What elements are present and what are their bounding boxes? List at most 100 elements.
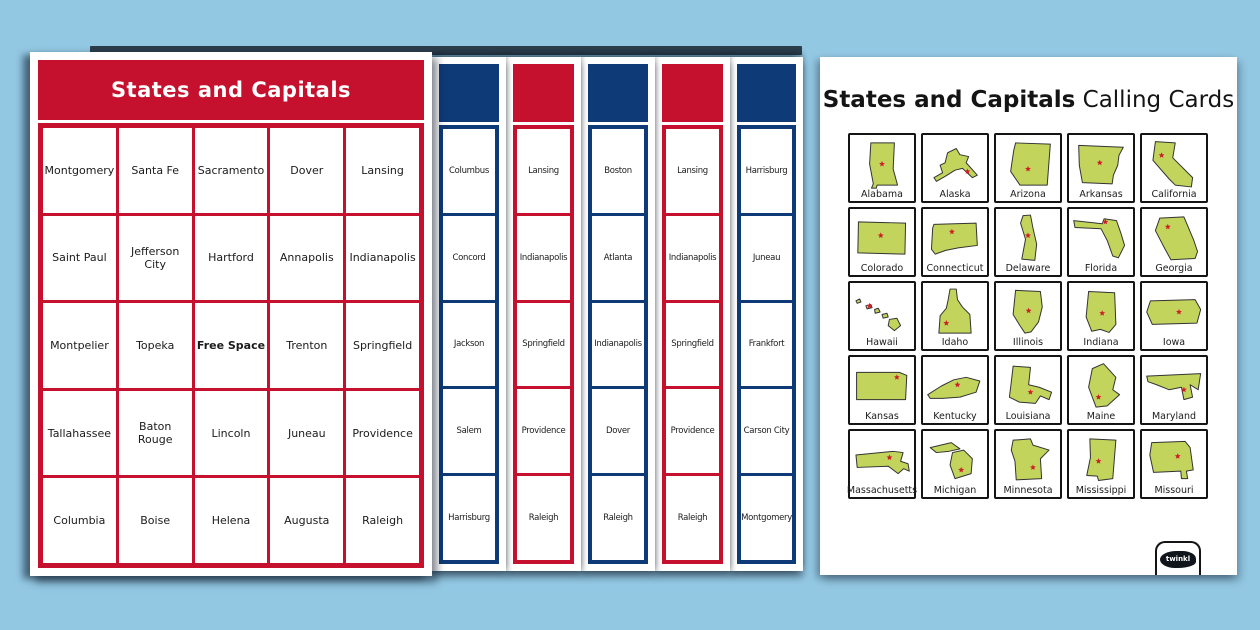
capital-star-icon — [1158, 151, 1165, 158]
calling-card-iowa: Iowa — [1140, 281, 1208, 351]
capital-star-icon — [1099, 309, 1106, 316]
bingo-cell: Salem — [443, 389, 495, 474]
capital-star-icon — [954, 381, 961, 387]
state-map-icon — [929, 441, 973, 479]
bingo-card-header — [588, 64, 648, 122]
calling-card-label: Georgia — [1155, 262, 1193, 274]
bingo-card-behind: Lansing Indianapolis Springfield Providence… — [506, 57, 581, 571]
state-map-icon — [927, 376, 981, 399]
bingo-cell: Raleigh — [592, 476, 644, 560]
bingo-cell: Augusta — [270, 478, 344, 563]
state-map-icon — [855, 297, 902, 331]
bingo-cell: Annapolis — [270, 215, 344, 301]
calling-card-minnesota: Minnesota — [994, 429, 1062, 499]
calling-card-label: Colorado — [860, 262, 904, 274]
state-map-icon — [930, 222, 978, 255]
state-map-icon — [1078, 144, 1124, 184]
bingo-cell: Atlanta — [592, 215, 644, 300]
calling-card-label: Idaho — [941, 336, 969, 348]
calling-card-label: Massachusetts — [846, 484, 918, 496]
state-map-icon — [1088, 362, 1121, 408]
bingo-cell: Springfield — [346, 303, 419, 388]
capital-star-icon — [943, 319, 950, 326]
bingo-cell: Indianapolis — [517, 215, 570, 300]
bingo-cell: Saint Paul — [43, 215, 116, 301]
calling-card-label: Arizona — [1010, 188, 1046, 200]
calling-card-alaska: Alaska — [921, 133, 989, 203]
bingo-cell: Tallahassee — [43, 390, 116, 476]
bingo-cell: Jackson — [443, 302, 495, 387]
capital-star-icon — [879, 160, 885, 166]
capital-star-icon — [1096, 159, 1103, 165]
bingo-cell: Sacramento — [194, 128, 268, 213]
calling-card-missouri: Missouri — [1140, 429, 1208, 499]
bingo-cell: Indianapolis — [592, 302, 644, 387]
bingo-card-header: States and Capitals — [38, 60, 424, 120]
capital-star-icon — [1029, 463, 1036, 470]
capital-star-icon — [1180, 386, 1187, 392]
calling-card-georgia: Georgia — [1140, 207, 1208, 277]
calling-card-arizona: Arizona — [994, 133, 1062, 203]
capital-star-icon — [1095, 393, 1102, 400]
bingo-cards-stack: States and Capitals Montgomery Santa Fe Sa… — [20, 45, 806, 585]
bingo-cell: Dover — [592, 389, 644, 474]
capital-star-icon — [1102, 218, 1109, 224]
bingo-cell: Topeka — [118, 303, 192, 388]
bingo-cell: Helena — [194, 478, 268, 563]
calling-card-label: Alabama — [861, 188, 903, 200]
capital-star-icon — [886, 453, 893, 460]
calling-card-illinois: Illinois — [994, 281, 1062, 351]
bingo-card-behind: Lansing Indianapolis Springfield Providence… — [655, 57, 730, 571]
state-map-icon — [857, 220, 907, 255]
bingo-cell: Baton Rouge — [118, 390, 192, 476]
calling-card-label: Minnesota — [1003, 484, 1053, 496]
calling-card-label: Michigan — [933, 484, 977, 496]
capital-star-icon — [893, 373, 900, 380]
calling-card-label: Louisiana — [1005, 410, 1051, 422]
state-map-icon — [1086, 437, 1117, 481]
bingo-card-behind: Boston Atlanta Indianapolis Dover Raleigh — [581, 57, 655, 571]
bingo-card-column: Columbus Concord Jackson Salem Harrisburg — [439, 125, 499, 564]
state-map-icon — [1154, 215, 1199, 260]
bingo-card-behind: Harrisburg Juneau Frankfort Carson City Mont… — [730, 57, 803, 571]
bingo-cell: Indianapolis — [666, 215, 719, 300]
calling-card-label: Maryland — [1151, 410, 1197, 422]
capital-star-icon — [1027, 388, 1034, 395]
page-title-regular: Calling Cards — [1075, 87, 1235, 113]
state-map-icon — [869, 141, 898, 189]
bingo-cell: Harrisburg — [741, 129, 792, 213]
page-title: States and Capitals Calling Cards — [820, 87, 1237, 113]
state-map-icon — [1146, 298, 1202, 325]
capital-star-icon — [1025, 165, 1031, 171]
calling-card-indiana: Indiana — [1067, 281, 1135, 351]
calling-card-kentucky: Kentucky — [921, 355, 989, 425]
bingo-card-header — [513, 64, 574, 122]
bingo-cell: Lincoln — [194, 390, 268, 476]
calling-card-connecticut: Connecticut — [921, 207, 989, 277]
calling-card-florida: Florida — [1067, 207, 1135, 277]
calling-card-colorado: Colorado — [848, 207, 916, 277]
bingo-cell: Dover — [270, 128, 344, 213]
bingo-cell: Hartford — [194, 215, 268, 301]
bingo-cell: Montgomery — [741, 476, 792, 560]
bingo-cell: Lansing — [346, 128, 419, 213]
calling-card-label: Indiana — [1083, 336, 1119, 348]
calling-card-label: Arkansas — [1079, 188, 1123, 200]
bingo-card-column: Lansing Indianapolis Springfield Providence… — [513, 125, 574, 564]
state-map-icon — [933, 147, 978, 182]
calling-card-label: Mississippi — [1075, 484, 1127, 496]
bingo-cell: Santa Fe — [118, 128, 192, 213]
calling-cards-page: States and Capitals Calling Cards Alabam… — [820, 57, 1237, 575]
bingo-card-header — [439, 64, 499, 122]
bingo-cell: Lansing — [517, 129, 570, 213]
calling-card-label: Missouri — [1154, 484, 1194, 496]
capital-star-icon — [948, 228, 955, 234]
capital-star-icon — [1175, 308, 1182, 314]
bingo-cell: Montpelier — [43, 303, 116, 388]
bingo-cell: Harrisburg — [443, 476, 495, 560]
capital-star-icon — [877, 231, 884, 238]
calling-card-label: California — [1151, 188, 1197, 200]
bingo-cell: Providence — [666, 389, 719, 474]
bingo-cell: Columbia — [43, 478, 116, 563]
calling-card-idaho: Idaho — [921, 281, 989, 351]
